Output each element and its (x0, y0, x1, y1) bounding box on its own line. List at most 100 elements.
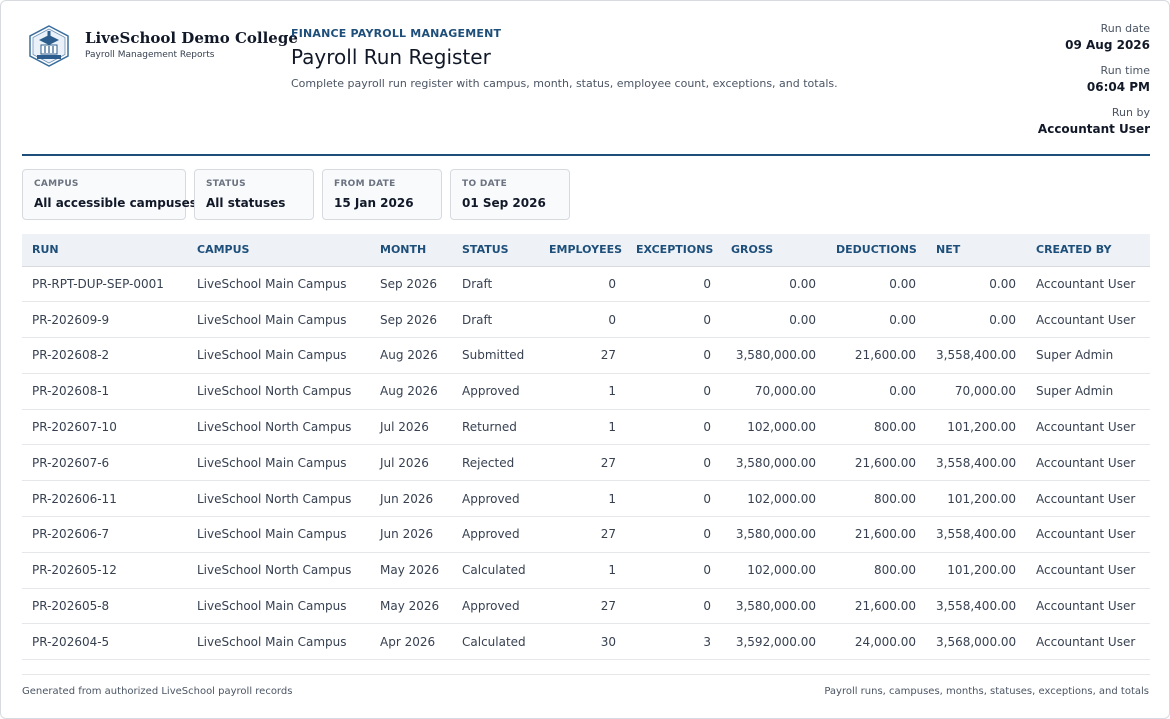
report-description: Complete payroll run register with campu… (291, 77, 838, 90)
column-header-net: NET (926, 234, 1026, 267)
cell-campus: LiveSchool North Campus (187, 552, 370, 589)
cell-employees: 1 (539, 373, 626, 410)
cell-run-id: PR-202606-11 (22, 480, 187, 518)
table-row: PR-202607-6 LiveSchool Main Campus Jul 202… (22, 444, 1150, 482)
cell-created-by: Accountant User (1026, 516, 1150, 553)
cell-deductions: 21,600.00 (826, 337, 926, 374)
cell-employees: 27 (539, 516, 626, 553)
cell-run-id: PR-202604-5 (22, 623, 187, 661)
cell-gross: 3,580,000.00 (721, 337, 826, 374)
cell-created-by: Accountant User (1026, 301, 1150, 339)
org-name: LiveSchool Demo College (85, 29, 298, 47)
run-date-label: Run date (1100, 22, 1150, 35)
filter-label: TO DATE (462, 179, 508, 189)
cell-net: 0.00 (926, 301, 1026, 339)
footer-note-left: Generated from authorized LiveSchool pay… (22, 686, 293, 697)
college-crest-icon (29, 25, 69, 67)
page-title: Payroll Run Register (291, 45, 491, 69)
cell-exceptions: 0 (626, 444, 721, 482)
cell-employees: 27 (539, 588, 626, 625)
table-row: PR-202608-1 LiveSchool North Campus Aug 20… (22, 373, 1150, 410)
cell-month: Aug 2026 (370, 337, 452, 374)
table-row: PR-202609-9 LiveSchool Main Campus Sep 202… (22, 301, 1150, 339)
run-by-label: Run by (1111, 106, 1150, 119)
cell-gross: 3,580,000.00 (721, 444, 826, 482)
cell-exceptions: 0 (626, 337, 721, 374)
table-row: PR-RPT-DUP-SEP-0001 LiveSchool Main Campu… (22, 266, 1150, 303)
cell-deductions: 0.00 (826, 301, 926, 339)
cell-run-id: PR-202605-12 (22, 552, 187, 589)
cell-campus: LiveSchool Main Campus (187, 301, 370, 339)
cell-deductions: 21,600.00 (826, 444, 926, 482)
cell-gross: 102,000.00 (721, 552, 826, 589)
cell-net: 101,200.00 (926, 480, 1026, 518)
cell-status: Approved (452, 588, 539, 625)
cell-run-id: PR-202607-6 (22, 444, 187, 482)
filter-value: All statuses (206, 196, 286, 210)
run-by-value: Accountant User (1037, 122, 1150, 136)
cell-exceptions: 0 (626, 552, 721, 589)
cell-gross: 3,592,000.00 (721, 623, 826, 661)
filter-from-date: FROM DATE 15 Jan 2026 (322, 169, 442, 220)
table-row: PR-202605-12 LiveSchool North Campus May 2… (22, 552, 1150, 589)
cell-campus: LiveSchool North Campus (187, 373, 370, 410)
cell-month: May 2026 (370, 588, 452, 625)
cell-exceptions: 3 (626, 623, 721, 661)
cell-month: Sep 2026 (370, 266, 452, 303)
table-row: PR-202607-10 LiveSchool North Campus Jul 2… (22, 409, 1150, 446)
column-header-deductions: DEDUCTIONS (826, 234, 926, 267)
cell-campus: LiveSchool North Campus (187, 480, 370, 518)
cell-status: Calculated (452, 552, 539, 589)
cell-month: Aug 2026 (370, 373, 452, 410)
column-header-campus: CAMPUS (187, 234, 370, 267)
cell-gross: 0.00 (721, 266, 826, 303)
filter-label: STATUS (206, 179, 246, 189)
cell-run-id: PR-RPT-DUP-SEP-0001 (22, 266, 187, 303)
header-divider (22, 154, 1150, 156)
filter-value: All accessible campuses (34, 196, 197, 210)
cell-campus: LiveSchool Main Campus (187, 588, 370, 625)
cell-gross: 3,580,000.00 (721, 516, 826, 553)
cell-campus: LiveSchool North Campus (187, 409, 370, 446)
section-label: FINANCE PAYROLL MANAGEMENT (291, 27, 502, 40)
cell-month: Sep 2026 (370, 301, 452, 339)
cell-deductions: 24,000.00 (826, 623, 926, 661)
run-meta: Run date 09 Aug 2026 Run time 06:04 PM R… (1038, 21, 1150, 147)
cell-net: 0.00 (926, 266, 1026, 303)
cell-run-id: PR-202607-10 (22, 409, 187, 446)
cell-campus: LiveSchool Main Campus (187, 516, 370, 553)
cell-status: Draft (452, 266, 539, 303)
cell-created-by: Accountant User (1026, 444, 1150, 482)
cell-month: Jun 2026 (370, 516, 452, 553)
cell-gross: 102,000.00 (721, 480, 826, 518)
cell-exceptions: 0 (626, 373, 721, 410)
table-body: PR-RPT-DUP-SEP-0001 LiveSchool Main Campu… (22, 266, 1150, 661)
footer-divider (22, 674, 1150, 675)
cell-run-id: PR-202609-9 (22, 301, 187, 339)
cell-net: 3,558,400.00 (926, 516, 1026, 553)
org-subtitle: Payroll Management Reports (85, 50, 215, 60)
footer-note-right: Payroll runs, campuses, months, statuses… (824, 686, 1149, 697)
filter-status: STATUS All statuses (194, 169, 314, 220)
cell-campus: LiveSchool Main Campus (187, 623, 370, 661)
column-header-exceptions: EXCEPTIONS (626, 234, 721, 267)
cell-created-by: Accountant User (1026, 623, 1150, 661)
cell-employees: 0 (539, 301, 626, 339)
table-row: PR-202606-11 LiveSchool North Campus Jun 2… (22, 480, 1150, 518)
cell-run-id: PR-202606-7 (22, 516, 187, 553)
column-header-gross: GROSS (721, 234, 826, 267)
cell-status: Approved (452, 516, 539, 553)
cell-deductions: 800.00 (826, 552, 926, 589)
report-header: LiveSchool Demo College Payroll Manageme… (22, 19, 1150, 147)
cell-status: Returned (452, 409, 539, 446)
cell-deductions: 21,600.00 (826, 516, 926, 553)
cell-employees: 1 (539, 552, 626, 589)
payroll-run-table: RUN CAMPUS MONTH STATUS EMPLOYEES EXCEPT… (22, 234, 1150, 661)
cell-employees: 27 (539, 444, 626, 482)
cell-net: 70,000.00 (926, 373, 1026, 410)
cell-exceptions: 0 (626, 409, 721, 446)
cell-net: 3,558,400.00 (926, 588, 1026, 625)
cell-created-by: Accountant User (1026, 409, 1150, 446)
cell-created-by: Super Admin (1026, 337, 1150, 374)
cell-employees: 30 (539, 623, 626, 661)
